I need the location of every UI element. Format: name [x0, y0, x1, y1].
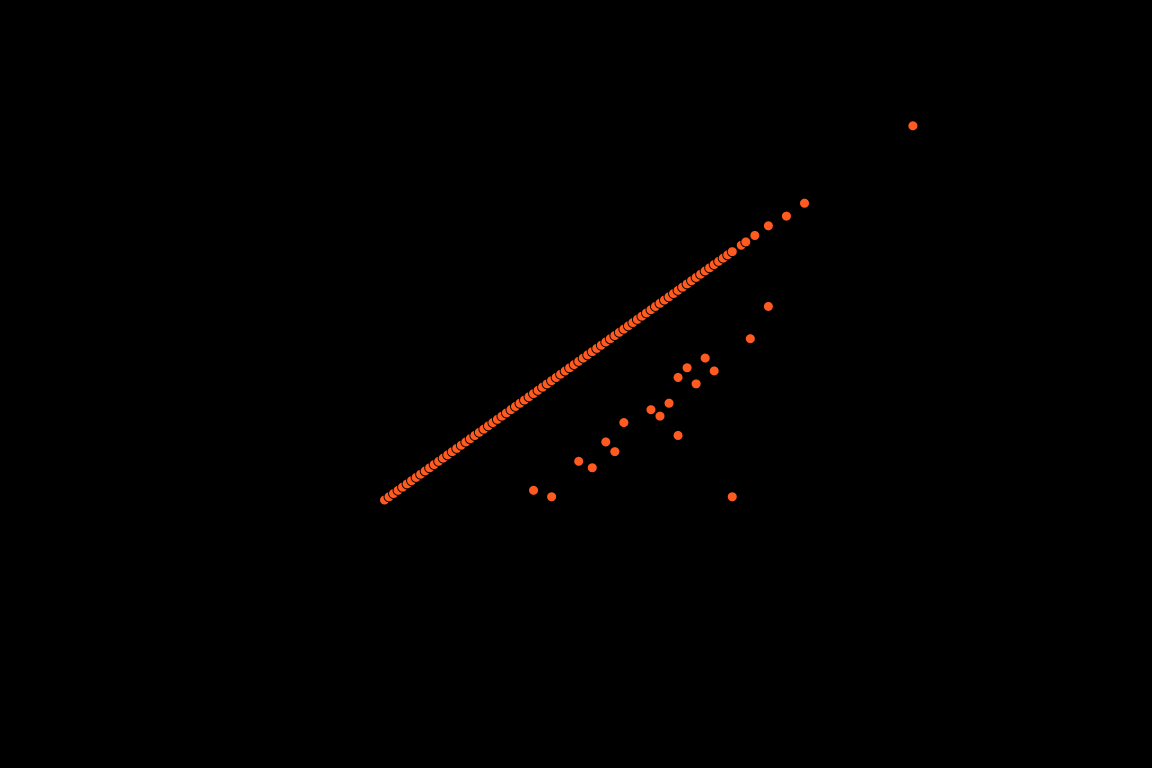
data-point: [763, 221, 773, 231]
data-point: [574, 456, 584, 466]
data-point: [673, 372, 683, 382]
data-point: [673, 430, 683, 440]
data-point: [781, 211, 791, 221]
data-point: [610, 447, 620, 457]
data-point: [682, 363, 692, 373]
data-point: [646, 405, 656, 415]
data-point: [529, 485, 539, 495]
scatter-chart: [0, 0, 1152, 768]
data-point: [547, 492, 557, 502]
chart-svg: [0, 0, 1152, 768]
data-point: [763, 301, 773, 311]
data-point: [741, 237, 751, 247]
data-point: [727, 492, 737, 502]
data-point: [691, 379, 701, 389]
data-point: [745, 334, 755, 344]
data-point: [750, 230, 760, 240]
chart-background: [0, 0, 1152, 768]
data-point: [619, 418, 629, 428]
data-point: [727, 247, 737, 257]
data-point: [700, 353, 710, 363]
data-point: [908, 121, 918, 131]
data-point: [587, 463, 597, 473]
data-point: [601, 437, 611, 447]
data-point: [800, 198, 810, 208]
data-point: [664, 398, 674, 408]
data-point: [655, 411, 665, 421]
data-point: [709, 366, 719, 376]
